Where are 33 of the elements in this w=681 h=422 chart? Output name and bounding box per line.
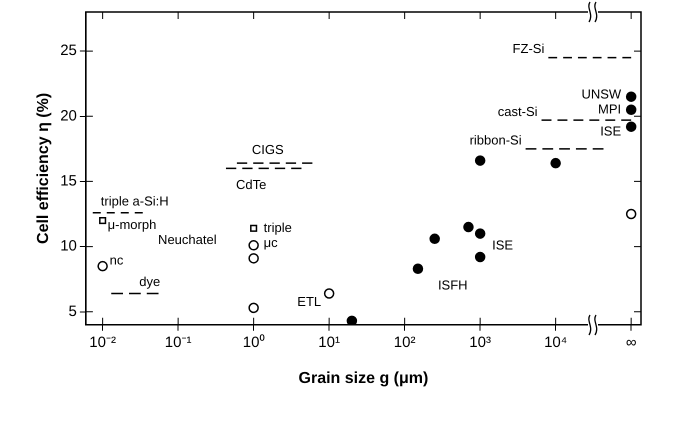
annotation: UNSW xyxy=(581,86,622,102)
annotation: dye xyxy=(139,274,160,290)
y-tick-label: 25 xyxy=(60,42,77,60)
annotation: CIGS xyxy=(252,142,284,157)
y-axis-title: Cell efficiency η (%) xyxy=(35,92,52,244)
annotation: triple xyxy=(264,220,292,235)
annotation: Neuchatel xyxy=(158,232,217,247)
annotation: ISE xyxy=(600,123,622,138)
x-tick-label: 10¹ xyxy=(318,334,340,351)
annotation: μc xyxy=(264,234,278,250)
annotation: cast-Si xyxy=(498,104,538,119)
y-tick-label: 10 xyxy=(60,238,77,255)
x-tick-label: 10³ xyxy=(469,334,491,351)
annotation: μ-morph xyxy=(108,217,156,232)
x-tick-label: 10⁻¹ xyxy=(164,334,192,351)
x-tick-label: 10⁻² xyxy=(89,334,116,351)
x-tick-label: 10⁰ xyxy=(242,334,264,351)
x-axis-title: Grain size g (μm) xyxy=(298,370,428,387)
annotation: ISE xyxy=(492,238,514,253)
x-tick-label: ∞ xyxy=(626,334,637,351)
y-tick-label: 5 xyxy=(68,302,77,320)
annotation: MPI xyxy=(598,101,622,116)
annotation: ISFH xyxy=(438,277,468,292)
y-tick-label: 20 xyxy=(60,107,77,124)
annotation: CdTe xyxy=(236,176,266,192)
annotation: ribbon-Si xyxy=(470,132,522,148)
annotation: nc xyxy=(110,252,124,268)
x-tick-label: 10⁴ xyxy=(544,334,568,351)
annotation: ETL xyxy=(297,294,322,310)
y-tick-label: 15 xyxy=(60,172,77,190)
annotation: FZ-Si xyxy=(512,41,544,56)
x-tick-label: 10² xyxy=(394,334,416,351)
annotation: triple a-Si:H xyxy=(100,193,169,208)
